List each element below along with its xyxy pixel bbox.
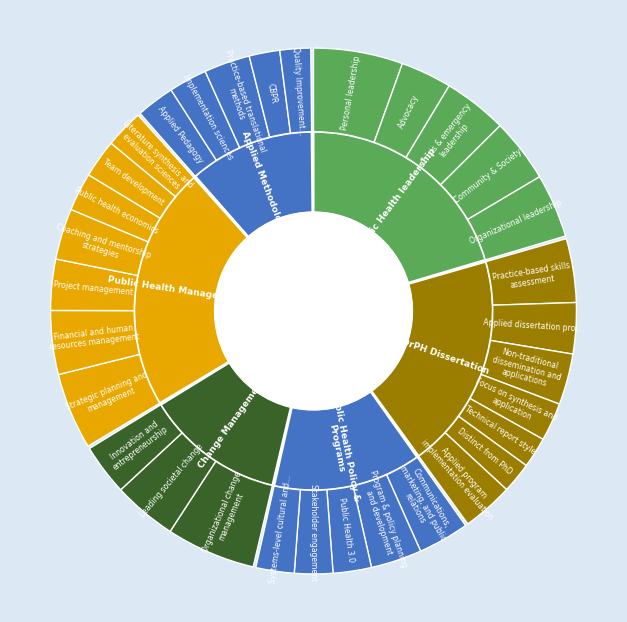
Wedge shape <box>294 490 333 574</box>
Text: Leading societal change: Leading societal change <box>138 442 204 519</box>
Wedge shape <box>249 50 290 137</box>
Wedge shape <box>256 486 300 573</box>
Wedge shape <box>280 48 312 133</box>
Text: Public Health 3.0: Public Health 3.0 <box>337 497 356 562</box>
Wedge shape <box>205 56 270 147</box>
Text: Quality Improvement...: Quality Improvement... <box>290 46 306 135</box>
Text: Strategic planning and
management: Strategic planning and management <box>65 370 153 421</box>
Wedge shape <box>140 90 216 176</box>
Wedge shape <box>314 48 403 142</box>
Wedge shape <box>327 486 372 573</box>
Text: Public Health leadership: Public Health leadership <box>356 147 438 253</box>
Wedge shape <box>470 374 559 439</box>
Text: Literature synthesis and
evaluation sciences: Literature synthesis and evaluation scie… <box>114 119 194 197</box>
Wedge shape <box>445 416 526 490</box>
Text: Focus on synthesis and
application: Focus on synthesis and application <box>470 377 558 432</box>
Wedge shape <box>134 177 248 403</box>
Wedge shape <box>171 72 240 160</box>
Wedge shape <box>120 433 216 531</box>
Text: Financial and human
resources management: Financial and human resources management <box>48 323 140 353</box>
Wedge shape <box>170 462 272 567</box>
Text: Practice-based skills
assessment: Practice-based skills assessment <box>492 261 572 292</box>
Text: DrPH Dissertation: DrPH Dissertation <box>400 337 490 376</box>
Text: Innovation and
entrepreneurship: Innovation and entrepreneurship <box>105 417 169 472</box>
Wedge shape <box>353 475 421 567</box>
Text: Crisis & emergency
leadership: Crisis & emergency leadership <box>419 102 480 172</box>
Wedge shape <box>111 115 194 197</box>
Text: Practice-based translational
methods: Practice-based translational methods <box>214 49 267 156</box>
Wedge shape <box>468 177 566 260</box>
Text: Applied dissertation proj...: Applied dissertation proj... <box>483 318 585 333</box>
Wedge shape <box>195 132 312 237</box>
Text: Project management: Project management <box>53 281 134 297</box>
Text: Applied Methodology: Applied Methodology <box>240 129 287 233</box>
Text: Technical report style: Technical report style <box>463 404 537 456</box>
Wedge shape <box>161 363 291 486</box>
Text: Program & policy planning
and development: Program & policy planning and developmen… <box>358 470 408 572</box>
Wedge shape <box>90 405 182 490</box>
Text: Applied Pedagogy: Applied Pedagogy <box>156 104 204 165</box>
Wedge shape <box>88 143 176 218</box>
Wedge shape <box>481 340 573 404</box>
Wedge shape <box>486 239 576 305</box>
Text: Non-traditional
dissemination and
applications: Non-traditional dissemination and applic… <box>489 346 565 391</box>
Wedge shape <box>406 86 500 185</box>
Text: Advocacy: Advocacy <box>396 93 420 130</box>
Text: CBPR: CBPR <box>266 83 278 104</box>
Text: Communications,
marketing, and public
relations: Communications, marketing, and public re… <box>390 460 456 547</box>
Wedge shape <box>314 132 485 283</box>
Text: Team development: Team development <box>101 158 166 208</box>
Text: Public Health Policy &
Programs: Public Health Policy & Programs <box>320 391 361 504</box>
Circle shape <box>215 212 412 410</box>
Text: Community & Society: Community & Society <box>453 147 524 205</box>
Text: Stakeholder engagement: Stakeholder engagement <box>309 484 318 580</box>
Wedge shape <box>441 126 540 220</box>
Text: Organizational change
management: Organizational change management <box>201 471 252 558</box>
Wedge shape <box>56 210 148 276</box>
Text: Change Management: Change Management <box>197 377 267 470</box>
Text: Implementation sciences: Implementation sciences <box>181 73 234 161</box>
Wedge shape <box>274 391 417 490</box>
Text: Applied program
implementation evaluation: Applied program implementation evaluatio… <box>419 431 502 521</box>
Wedge shape <box>58 355 160 446</box>
Text: Organizational leadership: Organizational leadership <box>469 198 563 246</box>
Wedge shape <box>374 63 449 157</box>
Text: Personal leadership: Personal leadership <box>340 55 362 131</box>
Text: Public Health Management: Public Health Management <box>107 276 245 305</box>
Wedge shape <box>419 433 507 524</box>
Wedge shape <box>51 310 140 374</box>
Wedge shape <box>371 262 493 456</box>
Wedge shape <box>458 399 543 465</box>
Wedge shape <box>71 175 160 242</box>
Wedge shape <box>51 259 138 310</box>
Wedge shape <box>490 302 576 354</box>
Text: Distinct from PhD: Distinct from PhD <box>455 426 514 476</box>
Text: Coaching and mentorship
strategies: Coaching and mentorship strategies <box>52 223 152 269</box>
Text: Systems-level cultural and...: Systems-level cultural and... <box>268 475 293 585</box>
Wedge shape <box>386 457 466 551</box>
Text: Public health economics: Public health economics <box>73 186 160 236</box>
